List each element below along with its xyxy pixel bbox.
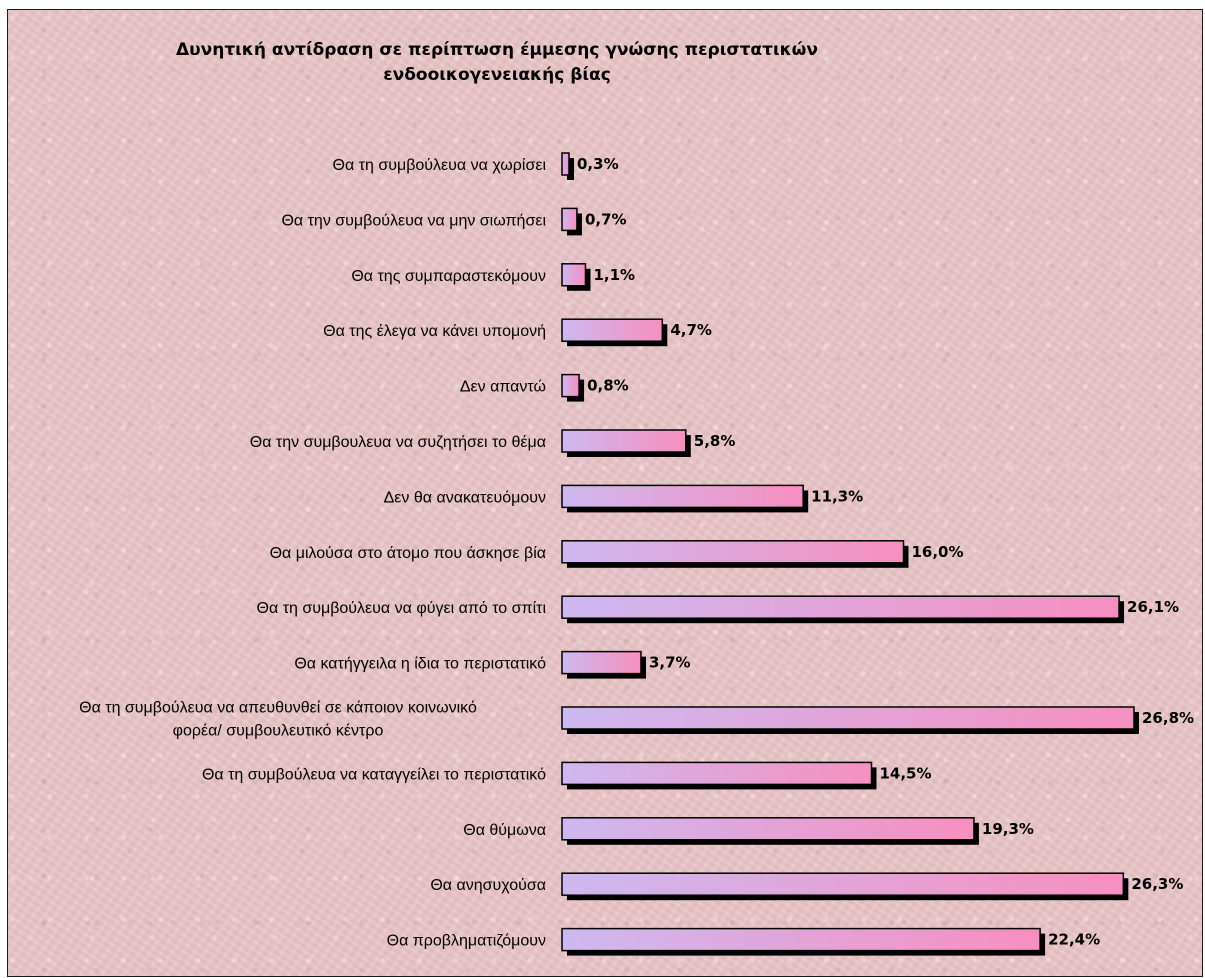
bar: [561, 429, 687, 453]
bar: [561, 207, 578, 232]
category-label: Θα κατήγγειλα η ίδια το περιστατικό: [294, 656, 546, 673]
category-label: Δεν απαντώ: [460, 379, 546, 396]
value-label: 26,1%: [1127, 598, 1179, 616]
category-label-line: Θα της έλεγα να κάνει υπομονή: [323, 323, 546, 340]
category-label: Θα τη συμβούλευα να χωρίσει: [333, 157, 547, 174]
bar: [561, 263, 587, 287]
chart-title-line-1: Δυνητική αντίδραση σε περίπτωση έμμεσης …: [176, 40, 818, 60]
category-label-line: Θα της συμπαραστεκόμουν: [351, 268, 546, 285]
value-label: 22,4%: [1048, 931, 1100, 949]
bar: [561, 373, 580, 398]
value-label: 26,8%: [1142, 709, 1194, 727]
category-label-line: Θα τη συμβούλευα να απευθυνθεί σε κάποιο…: [79, 700, 477, 717]
category-label: Θα προβληματιζόμουν: [387, 933, 546, 950]
bar: [561, 595, 1120, 619]
category-label-line: Θα ανησυχούσα: [430, 877, 546, 894]
category-label-line: Θα προβληματιζόμουν: [387, 933, 546, 950]
bar: [561, 817, 975, 841]
bar: [561, 761, 873, 786]
value-label: 16,0%: [911, 543, 963, 561]
bar-chart: 0,3% Θα τη συμβούλευα να χωρίσει 0,7% Θα τη…: [79, 152, 1194, 956]
category-label-line: Θα τη συμβούλευα να καταγγείλει το περισ…: [202, 766, 546, 783]
category-label-line: Δεν απαντώ: [460, 379, 546, 396]
category-label: Θα την συμβουλευα να συζητήσει το θέμα: [250, 434, 546, 451]
category-label-line: Θα την συμβουλευα να συζητήσει το θέμα: [250, 434, 546, 451]
category-label: Θα τη συμβούλευα να φύγει από το σπίτι: [257, 600, 547, 617]
value-label: 1,1%: [593, 266, 635, 284]
bar: [561, 484, 804, 509]
value-label: 5,8%: [694, 432, 736, 450]
category-label-line: Θα μιλούσα στο άτομο που άσκησε βία: [270, 545, 546, 562]
bar: [561, 927, 1041, 952]
category-label-line: φορέα/ συμβουλευτικό κέντρο: [173, 723, 384, 740]
value-label: 26,3%: [1131, 875, 1183, 893]
value-label: 0,7%: [585, 210, 627, 228]
category-label-line: Θα τη συμβούλευα να χωρίσει: [333, 157, 547, 174]
value-label: 19,3%: [982, 820, 1034, 838]
bar: [561, 152, 570, 176]
category-label: Θα της συμπαραστεκόμουν: [351, 268, 546, 285]
chart-frame: Δυνητική αντίδραση σε περίπτωση έμμεσης …: [7, 9, 1203, 977]
category-label: Θα τη συμβούλευα να καταγγείλει το περισ…: [202, 766, 546, 783]
category-label-line: Θα την συμβούλευα να μην σιωπήσει: [281, 212, 546, 229]
category-label-line: Θα θύμωνα: [463, 822, 546, 839]
bars-layer: 0,3% Θα τη συμβούλευα να χωρίσει 0,7% Θα τη…: [79, 152, 1194, 956]
chart-title: Δυνητική αντίδραση σε περίπτωση έμμεσης …: [8, 38, 986, 88]
category-label-line: Θα τη συμβούλευα να φύγει από το σπίτι: [257, 600, 547, 617]
category-label: Θα μιλούσα στο άτομο που άσκησε βία: [270, 545, 546, 562]
bar-shadow: [567, 158, 574, 180]
category-label-line: Θα κατήγγειλα η ίδια το περιστατικό: [294, 656, 546, 673]
bar: [561, 650, 642, 675]
value-label: 0,3%: [577, 155, 619, 173]
value-label: 4,7%: [670, 321, 712, 339]
chart-title-line-2: ενδοοικογενειακής βίας: [383, 65, 611, 85]
bar: [561, 872, 1125, 896]
category-label: Θα της έλεγα να κάνει υπομονή: [323, 323, 546, 340]
category-label: Δεν θα ανακατευόμουν: [384, 489, 546, 506]
bar: [561, 706, 1135, 730]
category-label: Θα την συμβούλευα να μην σιωπήσει: [281, 212, 546, 229]
bar: [561, 540, 905, 564]
category-label: Θα ανησυχούσα: [430, 877, 546, 894]
category-label: Θα τη συμβούλευα να απευθυνθεί σε κάποιο…: [79, 700, 477, 740]
bar: [561, 318, 664, 342]
value-label: 0,8%: [587, 377, 629, 395]
value-label: 11,3%: [811, 487, 863, 505]
category-label-line: Δεν θα ανακατευόμουν: [384, 489, 546, 506]
category-label: Θα θύμωνα: [463, 822, 546, 839]
value-label: 14,5%: [879, 764, 931, 782]
value-label: 3,7%: [649, 654, 691, 672]
